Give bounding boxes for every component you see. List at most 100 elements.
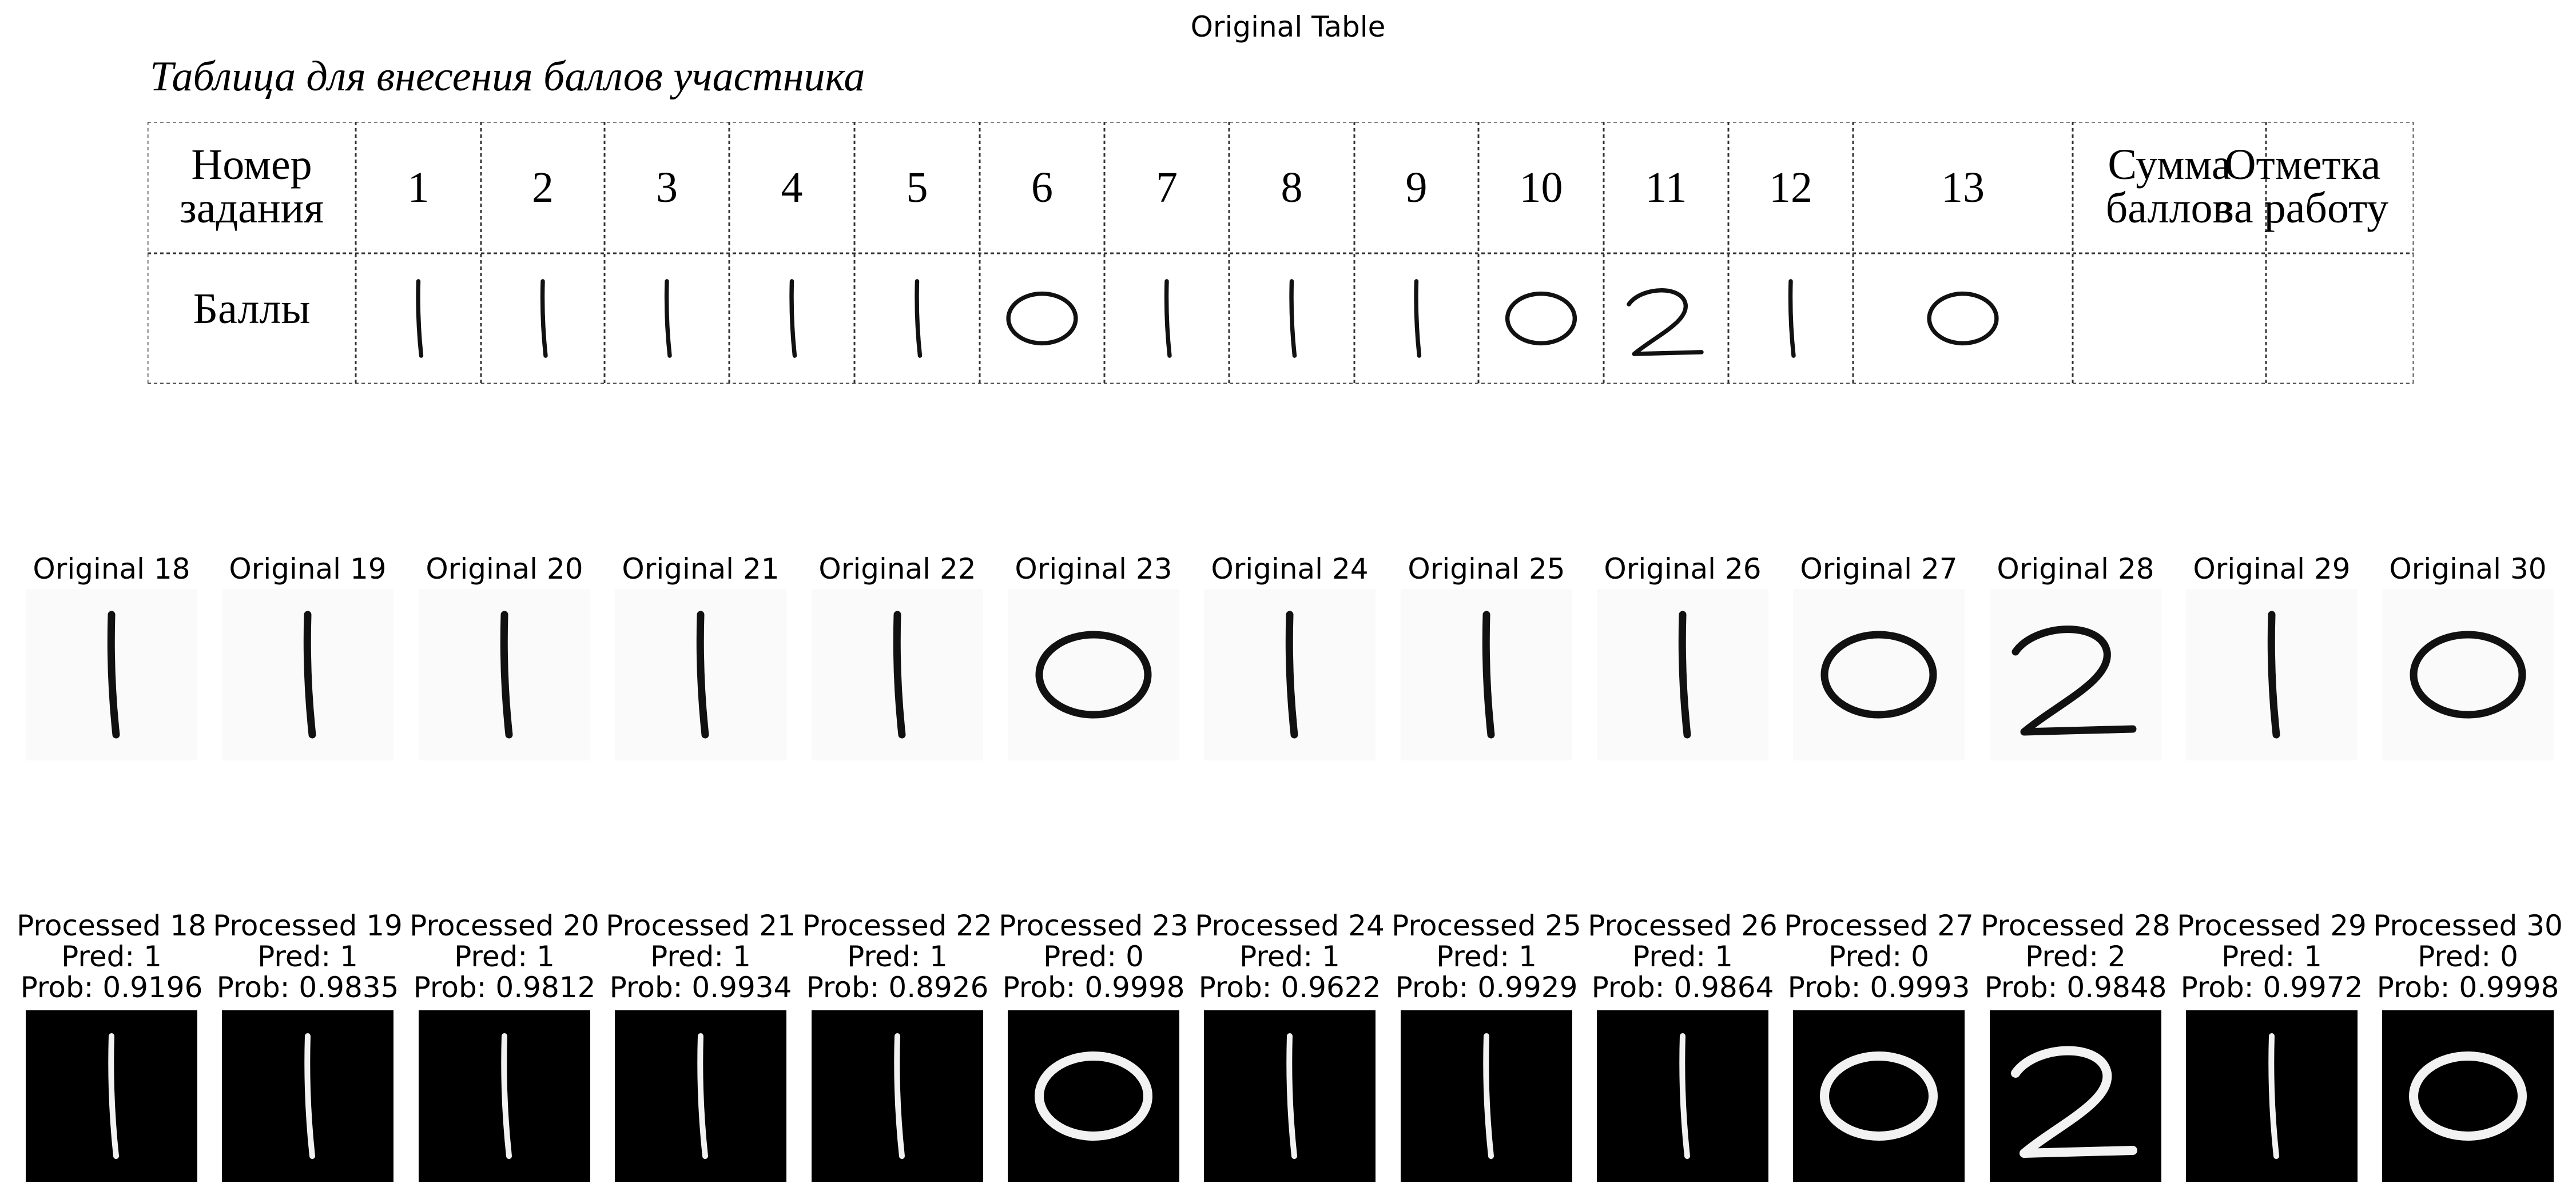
task-number: 13: [1941, 164, 1985, 212]
processed-caption: Processed 28 Pred: 2 Prob: 0.9848: [1978, 910, 2173, 1003]
original-crop: [419, 589, 590, 760]
processed-pred: Pred: 1: [1436, 940, 1537, 973]
digit-stroke: [1788, 279, 1796, 358]
digit-1-glyph: [1164, 279, 1172, 358]
task-number: 9: [1406, 164, 1428, 212]
processed-pred: Pred: 1: [650, 940, 751, 973]
processed-prob: Prob: 0.9848: [1984, 971, 2167, 1004]
mark-label-line2: за работу: [2217, 184, 2388, 232]
digit-stroke: [108, 1033, 119, 1159]
processed-caption: Processed 19 Pred: 1 Prob: 0.9835: [210, 910, 405, 1003]
digit-1-glyph: [1285, 611, 1298, 739]
digit-1-glyph: [1286, 1033, 1297, 1159]
digit-stroke: [1483, 1033, 1494, 1159]
original-caption: Original 30: [2389, 552, 2547, 585]
processed-prob: Prob: 0.8926: [806, 971, 989, 1004]
digit-stroke: [1820, 631, 1937, 719]
processed-prob: Prob: 0.9998: [1002, 971, 1185, 1004]
processed-crop: [1793, 1010, 1965, 1182]
digit-1-glyph: [416, 279, 424, 358]
digit-1-glyph: [664, 279, 672, 358]
original-caption: Original 28: [1997, 552, 2154, 585]
processed-prob: Prob: 0.9929: [1395, 971, 1578, 1004]
task-number: 12: [1769, 164, 1812, 212]
task-number: 6: [1031, 164, 1053, 212]
digit-stroke: [2409, 1051, 2527, 1141]
processed-label: Processed 22: [802, 909, 992, 942]
digit-stroke: [894, 1033, 905, 1159]
processed-prob: Prob: 0.9998: [2376, 971, 2559, 1004]
processed-prob: Prob: 0.9864: [1591, 971, 1774, 1004]
processed-pred: Pred: 0: [1043, 940, 1144, 973]
original-crop: [615, 589, 786, 760]
processed-prob: Prob: 0.9196: [20, 971, 203, 1004]
digit-stroke: [664, 279, 672, 358]
processed-crop: [2186, 1010, 2358, 1182]
digit-stroke: [1414, 279, 1422, 358]
digit-1-glyph: [894, 1033, 905, 1159]
processed-crop: [419, 1010, 590, 1182]
digit-stroke: [2410, 631, 2526, 719]
digit-2-glyph: [2011, 626, 2137, 736]
processed-label: Processed 23: [999, 909, 1188, 942]
processed-label: Processed 18: [17, 909, 206, 942]
digit-stroke: [1289, 279, 1297, 358]
digit-1-glyph: [1788, 279, 1796, 358]
digit-stroke: [1164, 279, 1172, 358]
form-title: Таблица для внесения баллов участника: [150, 53, 865, 100]
processed-label: Processed 25: [1392, 909, 1581, 942]
processed-pred: Pred: 1: [2221, 940, 2322, 973]
processed-pred: Pred: 1: [1632, 940, 1733, 973]
digit-1-glyph: [1483, 1033, 1494, 1159]
task-number: 5: [907, 164, 928, 212]
processed-pred: Pred: 1: [1239, 940, 1340, 973]
original-caption: Original 26: [1604, 552, 1762, 585]
original-caption: Original 23: [1015, 552, 1172, 585]
processed-caption: Processed 29 Pred: 1 Prob: 0.9972: [2175, 910, 2369, 1003]
digit-stroke: [2268, 1033, 2279, 1159]
digit-stroke: [2267, 611, 2280, 739]
digit-stroke: [697, 1033, 708, 1159]
processed-crop: [1597, 1010, 1768, 1182]
digit-0-glyph: [2410, 631, 2526, 719]
digit-1-glyph: [1289, 279, 1297, 358]
task-number: 11: [1645, 164, 1687, 212]
digit-stroke: [1286, 1033, 1297, 1159]
processed-crop: [615, 1010, 786, 1182]
processed-prob: Prob: 0.9812: [413, 971, 596, 1004]
original-crop: [26, 589, 197, 760]
digit-stroke: [789, 279, 797, 358]
digit-1-glyph: [697, 1033, 708, 1159]
digit-1-glyph: [789, 279, 797, 358]
original-crop: [222, 589, 393, 760]
processed-label: Processed 21: [606, 909, 796, 942]
original-caption: Original 22: [818, 552, 976, 585]
digit-stroke: [893, 611, 906, 739]
digit-stroke: [1285, 611, 1298, 739]
digit-1-glyph: [500, 611, 513, 739]
processed-label: Processed 30: [2373, 909, 2563, 942]
digit-1-glyph: [107, 611, 120, 739]
task-number-cells: 1 2 3 4 5 6 7 8 9 10 11 12 13: [408, 164, 1985, 212]
processed-label: Processed 29: [2177, 909, 2367, 942]
digit-1-glyph: [303, 611, 316, 739]
processed-caption: Processed 27 Pred: 0 Prob: 0.9993: [1782, 910, 1976, 1003]
processed-caption: Processed 21 Pred: 1 Prob: 0.9934: [603, 910, 798, 1003]
original-crop: [812, 589, 983, 760]
task-number: 3: [656, 164, 678, 212]
original-crop: [1204, 589, 1376, 760]
digit-stroke: [303, 611, 316, 739]
processed-caption: Processed 22 Pred: 1 Prob: 0.8926: [800, 910, 995, 1003]
digit-0-glyph: [1820, 1051, 1938, 1141]
row2-label: Баллы: [193, 285, 311, 333]
processed-crop: [26, 1010, 197, 1182]
digit-1-glyph: [893, 611, 906, 739]
digit-1-glyph: [1482, 611, 1495, 739]
digit-stroke: [1035, 631, 1152, 719]
digit-1-glyph: [2268, 1033, 2279, 1159]
digit-stroke: [1679, 1033, 1690, 1159]
original-caption: Original 20: [426, 552, 583, 585]
processed-crop: [812, 1010, 983, 1182]
row1-label-line2: задания: [180, 184, 324, 232]
digit-2-glyph: [1627, 288, 1704, 356]
